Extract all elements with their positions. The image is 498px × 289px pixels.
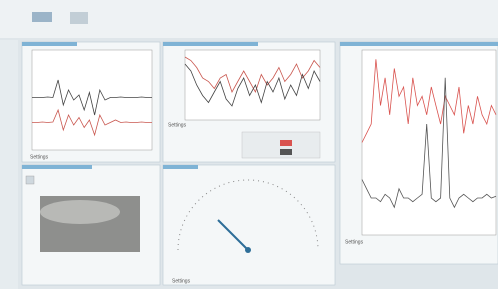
camera-highlight xyxy=(40,200,120,224)
settings-label[interactable]: Settings xyxy=(345,239,364,245)
panel-title-bar xyxy=(22,42,77,46)
panel-title-bar xyxy=(163,42,258,46)
legend-swatch xyxy=(280,140,292,146)
camera-button[interactable] xyxy=(26,176,34,184)
panel-title-bar xyxy=(163,165,198,169)
settings-label[interactable]: Settings xyxy=(172,278,191,284)
panel-title-bar xyxy=(22,165,92,169)
plot-area xyxy=(362,50,496,235)
legend-swatch xyxy=(280,149,292,155)
toolbar-button[interactable] xyxy=(70,12,88,24)
settings-label[interactable]: Settings xyxy=(168,122,187,128)
plot-area xyxy=(32,50,152,150)
sidebar xyxy=(0,40,18,289)
screen: Settings Settings Settings Settings xyxy=(0,0,498,289)
panel-title-bar xyxy=(340,42,498,46)
panel xyxy=(163,165,335,285)
gauge-hub xyxy=(245,247,251,253)
settings-label[interactable]: Settings xyxy=(30,154,49,160)
toolbar-button[interactable] xyxy=(32,12,52,22)
